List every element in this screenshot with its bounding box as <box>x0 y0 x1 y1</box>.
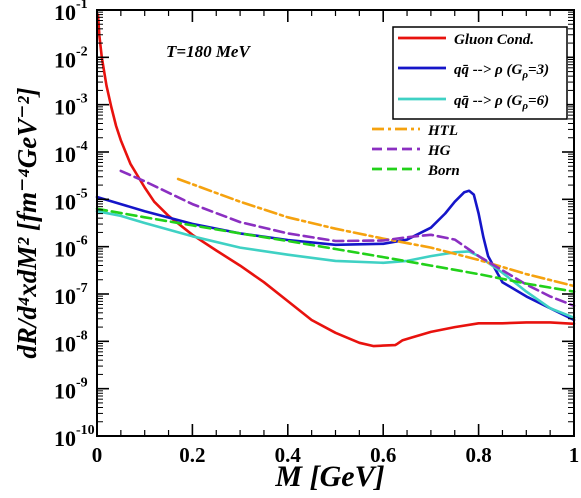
y-tick-label: 10-2 <box>54 44 88 72</box>
y-tick-label: 10-9 <box>54 376 88 404</box>
y-tick-label: 10-6 <box>54 234 88 262</box>
legend: Gluon Cond. qq̄ --> ρ (Gρ=3) qq̄ --> ρ (Gρ… <box>372 26 568 179</box>
x-tick-label: 0 <box>92 443 103 467</box>
y-tick-label: 10-5 <box>54 186 88 214</box>
x-tick-label: 1 <box>569 443 580 467</box>
y-tick-label: 10-1 <box>54 0 88 25</box>
x-tick-label: 0.6 <box>370 443 396 467</box>
legend-label-4: HG <box>427 143 451 159</box>
series-layer <box>95 13 576 348</box>
y-tick-label: 10-8 <box>54 328 88 356</box>
y-axis-label: dR/d⁴xdM² [fm⁻⁴GeV⁻²] <box>12 87 42 358</box>
x-tick-label: 0.8 <box>465 443 491 467</box>
y-tick-label: 10-7 <box>54 281 88 309</box>
ticks-layer: 0 0.2 0.4 0.6 0.8 1 10-1 10-2 10-3 10-4 10-5 10-6 10… <box>54 0 579 467</box>
series-line-4 <box>119 169 576 308</box>
legend-entries: Gluon Cond. qq̄ --> ρ (Gρ=3) qq̄ --> ρ (Gρ… <box>372 32 549 179</box>
series-line-3 <box>176 177 576 288</box>
y-tick-label: 10-10 <box>54 423 95 451</box>
legend-box <box>392 26 568 120</box>
series-line-5 <box>95 207 576 293</box>
y-tick-label: 10-4 <box>54 139 88 167</box>
annotation-temperature: T=180 MeV <box>166 42 251 61</box>
legend-label-3: HTL <box>427 123 458 139</box>
series-line-0 <box>96 13 576 348</box>
legend-label-2: qq̄ --> ρ (Gρ=6) <box>454 93 549 112</box>
x-axis-label: M [GeV] <box>274 460 384 493</box>
y-tick-label: 10-3 <box>54 92 88 120</box>
x-tick-label: 0.4 <box>275 443 302 467</box>
legend-label-5: Born <box>427 163 460 179</box>
x-tick-label: 0.2 <box>179 443 205 467</box>
legend-label-1: qq̄ --> ρ (Gρ=3) <box>454 62 549 81</box>
legend-label-0: Gluon Cond. <box>454 32 534 48</box>
